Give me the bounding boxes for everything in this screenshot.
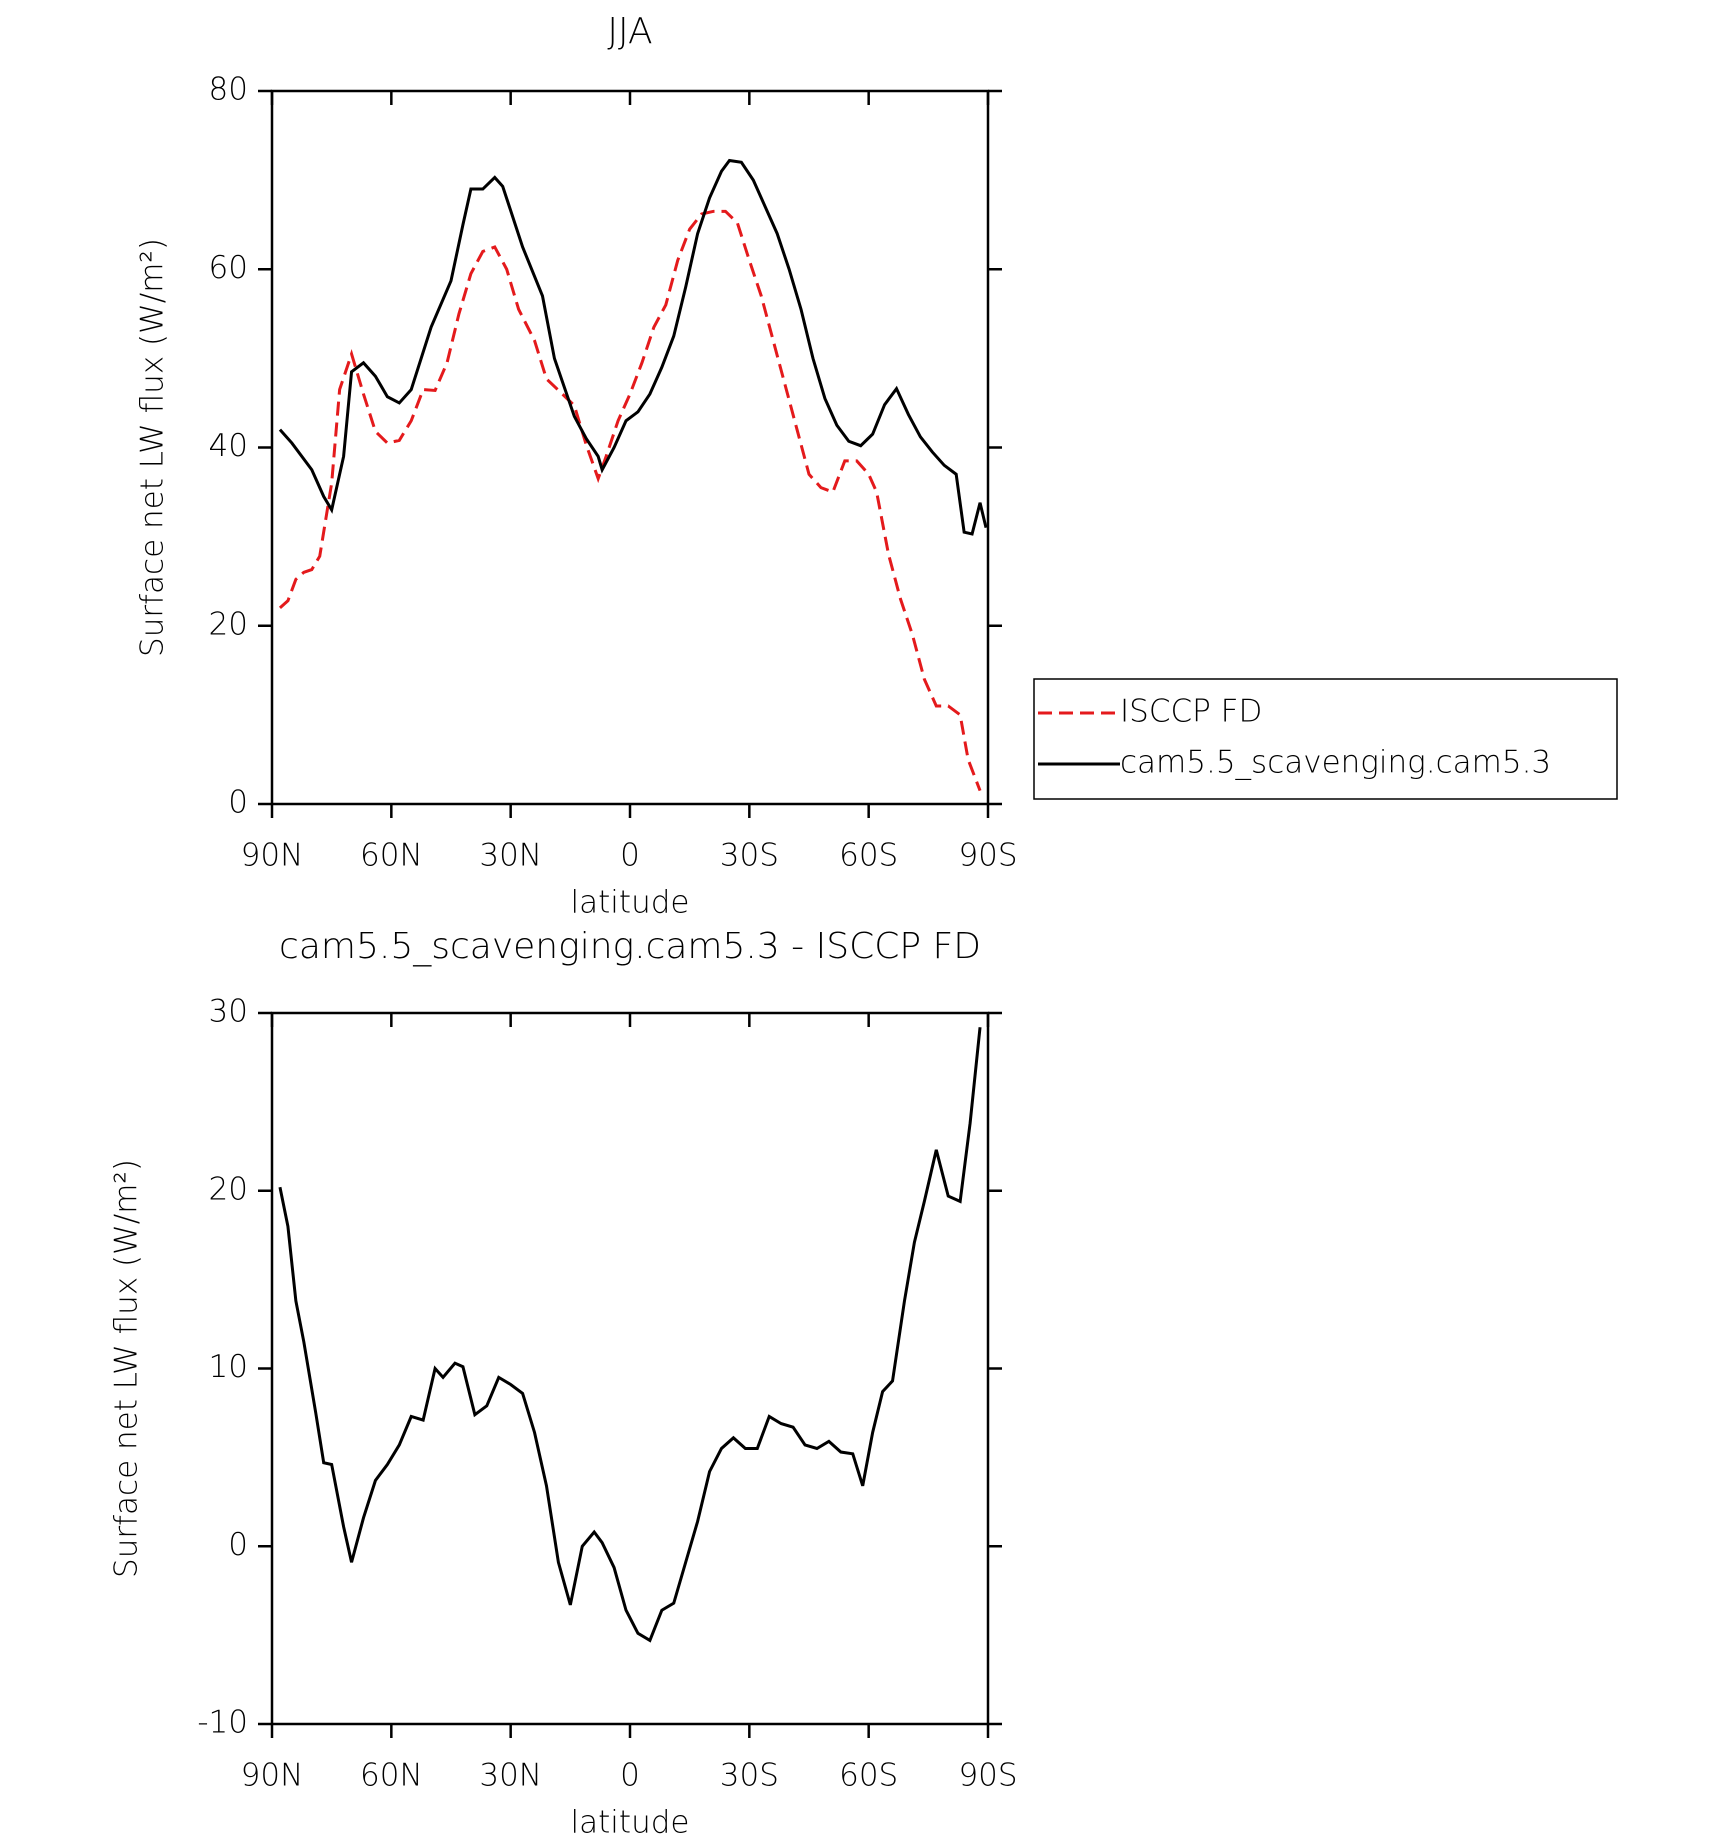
y-tick-label: 20	[209, 606, 248, 642]
y-tick-label: 80	[209, 72, 248, 108]
x-tick-label: 60S	[839, 838, 898, 874]
y-tick-label: 20	[209, 1171, 248, 1207]
x-tick-label: 90S	[958, 1758, 1017, 1794]
x-tick-label: 30N	[479, 1758, 542, 1794]
y-tick-label: -10	[197, 1705, 248, 1741]
legend-box	[1033, 678, 1618, 800]
y-axis-label: Surface net LW flux (W/m²)	[135, 238, 171, 657]
legend-label: ISCCP FD	[1120, 694, 1262, 730]
data-line	[278, 1027, 982, 1643]
x-axis-label: latitude	[571, 885, 690, 921]
y-tick-label: 0	[228, 785, 248, 821]
x-tick-label: 90N	[241, 838, 304, 874]
x-tick-label: 90N	[241, 1758, 304, 1794]
y-tick-label: 0	[228, 1527, 248, 1563]
y-axis-label: Surface net LW flux (W/m²)	[109, 1159, 145, 1578]
plot-frame	[270, 89, 990, 806]
x-tick-label: 30S	[720, 838, 779, 874]
x-tick-label: 0	[620, 838, 640, 874]
y-tick-label: 60	[209, 250, 248, 286]
x-tick-label: 60N	[360, 838, 423, 874]
y-tick-label: 40	[209, 428, 248, 464]
x-tick-label: 60S	[839, 1758, 898, 1794]
x-tick-label: 60N	[360, 1758, 423, 1794]
x-tick-label: 0	[620, 1758, 640, 1794]
x-tick-label: 30N	[479, 838, 542, 874]
chart-title: cam5.5_scavenging.cam5.3 - ISCCP FD	[279, 926, 981, 967]
chart-title: JJA	[607, 11, 652, 52]
x-tick-label: 30S	[720, 1758, 779, 1794]
y-tick-label: 30	[209, 994, 248, 1030]
legend-label: cam5.5_scavenging.cam5.3	[1120, 745, 1551, 781]
data-line	[278, 158, 988, 536]
y-tick-label: 10	[209, 1349, 248, 1385]
x-tick-label: 90S	[958, 838, 1017, 874]
data-line	[278, 209, 982, 792]
x-axis-label: latitude	[571, 1805, 690, 1841]
